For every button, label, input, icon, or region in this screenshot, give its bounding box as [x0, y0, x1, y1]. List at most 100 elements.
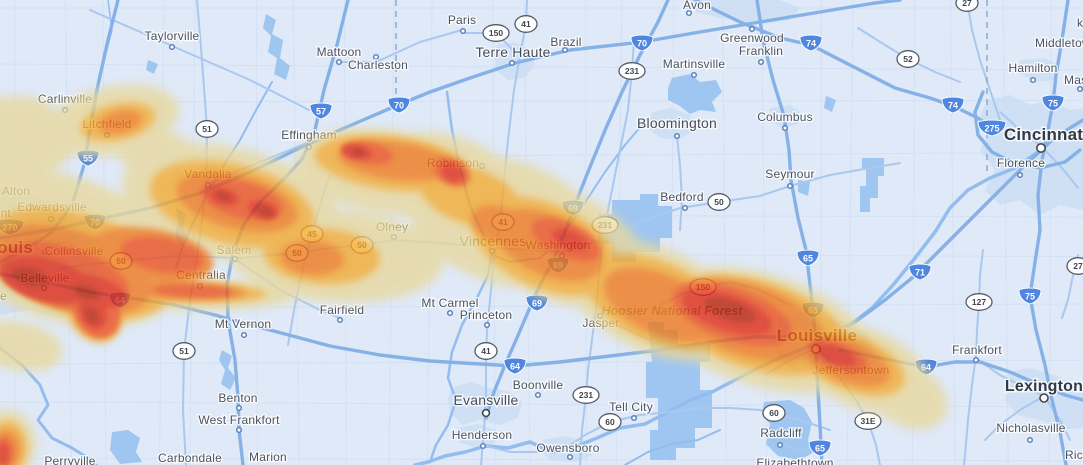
- secondary-road: [338, 29, 463, 63]
- us-route-shield-150: 150: [482, 24, 510, 42]
- us-route-shield-27: 27: [955, 0, 979, 12]
- city-dot-frankfort: [972, 356, 980, 364]
- city-label-avon: Avon: [683, 0, 711, 12]
- secondary-road: [984, 395, 1045, 441]
- heat-level-6: [11, 147, 756, 325]
- us-route-shield-60: 60: [762, 404, 786, 422]
- us-route-shield-31E: 31E: [854, 412, 882, 430]
- interstate-shield-74: 74: [941, 96, 965, 114]
- interstate-shield-57: 57: [309, 102, 333, 120]
- us-route-shield-231: 231: [572, 386, 600, 404]
- us-route-shield-number: 50: [714, 197, 724, 207]
- major-highway: [820, 118, 1083, 340]
- heat-blob: [552, 228, 588, 252]
- secondary-road: [676, 135, 683, 231]
- interstate-shield-number: 65: [815, 443, 825, 453]
- us-route-shield-number: 41: [521, 19, 531, 29]
- interstate-shield-75: 75: [1041, 94, 1065, 112]
- interstate-shield-number: 75: [1025, 291, 1035, 301]
- heat-overlay-layer: [0, 84, 948, 465]
- us-route-shield-number: 51: [179, 346, 189, 356]
- city-label-middletown: Middletown: [1035, 36, 1083, 50]
- heat-blob: [0, 95, 72, 181]
- heat-blob: [441, 164, 463, 182]
- city-label-elizabethtown: Elizabethtown: [756, 456, 833, 465]
- us-route-shield-number: 231: [579, 390, 593, 400]
- city-label-benton: Benton: [218, 391, 257, 405]
- interstate-shield-number: 74: [806, 38, 816, 48]
- river: [0, 346, 98, 465]
- interstate-shield-65: 65: [808, 439, 832, 457]
- water-body: [668, 74, 722, 114]
- city-dot-columbus: [781, 124, 789, 132]
- us-route-shield-number: 27: [962, 0, 972, 8]
- us-route-shield-60: 60: [598, 413, 622, 431]
- interstate-shield-64: 64: [503, 357, 527, 375]
- us-route-shield-number: 60: [769, 408, 779, 418]
- interstate-shield-number: 74: [948, 100, 958, 110]
- city-dot-bloomington: [673, 132, 681, 140]
- city-ring-lexington: [1039, 393, 1049, 403]
- city-label-cincinnati: Cincinnati: [1004, 125, 1083, 144]
- interstate-shield-number: 75: [1048, 98, 1058, 108]
- city-label-west-frankfort: West Frankfort: [198, 413, 280, 427]
- interstate-shield-shape: [309, 102, 333, 120]
- us-route-shield-shape: [955, 0, 979, 12]
- us-route-shield-number: 41: [481, 346, 491, 356]
- city-dot-florence: [1016, 171, 1024, 179]
- city-label-boonville: Boonville: [513, 378, 564, 392]
- city-dot-boonville: [534, 391, 542, 399]
- city-label-nicholasville: Nicholasville: [996, 421, 1065, 435]
- us-route-shield-shape: [514, 15, 538, 33]
- heat-blob: [153, 284, 233, 298]
- city-dot-franklin: [757, 58, 765, 66]
- city-dot-tell-city: [630, 414, 638, 422]
- us-route-shield-shape: [896, 50, 920, 68]
- heat-blob: [73, 285, 99, 299]
- city-dot-martinsville: [690, 71, 698, 79]
- interstate-shield-shape: [908, 263, 932, 281]
- city-label-mt-vernon: Mt Vernon: [215, 317, 272, 331]
- city-dot-mattoon: [335, 58, 343, 66]
- us-route-shield-shape: [598, 413, 622, 431]
- us-route-shield-41: 41: [474, 342, 498, 360]
- urban-area: [458, 424, 496, 448]
- city-dot-charleston: [372, 53, 380, 61]
- city-dot-paris: [459, 27, 467, 35]
- secondary-road: [976, 358, 1045, 397]
- interstate-shield-number: 275: [984, 123, 999, 133]
- heat-blob: [471, 205, 529, 245]
- heat-blob: [816, 344, 856, 366]
- interstate-shield-number: 55: [83, 153, 93, 163]
- major-highway: [693, 0, 994, 130]
- secondary-road: [999, 111, 1042, 147]
- city-label-bedford: Bedford: [660, 190, 703, 204]
- city-dot-west-frankfort: [235, 426, 243, 434]
- interstate-shield-number: 70: [637, 38, 647, 48]
- heat-blob: [0, 321, 63, 371]
- us-route-shield-shape: [195, 120, 219, 138]
- interstate-shield-number: 57: [316, 106, 326, 116]
- water-body: [219, 350, 236, 390]
- city-label-radcliff: Radcliff: [760, 426, 802, 440]
- city-label-florence: Florence: [997, 156, 1045, 170]
- us-route-shield-27: 27: [1066, 257, 1083, 275]
- city-dot-nicholasville: [1026, 436, 1034, 444]
- us-route-shield-231: 231: [618, 62, 646, 80]
- water-body: [263, 14, 290, 80]
- interstate-shield-shape: [796, 249, 820, 267]
- heat-blob: [704, 297, 756, 323]
- city-ring-evansville: [481, 408, 491, 418]
- us-route-shield-shape: [1066, 257, 1083, 275]
- major-highway: [973, 90, 1082, 170]
- city-dot-mt-vernon: [240, 331, 248, 339]
- interstate-shield-shape: [1018, 287, 1042, 305]
- heat-blob: [85, 307, 99, 325]
- interstate-shield-number: 65: [803, 253, 813, 263]
- us-route-shield-shape: [854, 412, 882, 430]
- river: [413, 148, 1043, 465]
- us-route-shield-number: 51: [202, 124, 212, 134]
